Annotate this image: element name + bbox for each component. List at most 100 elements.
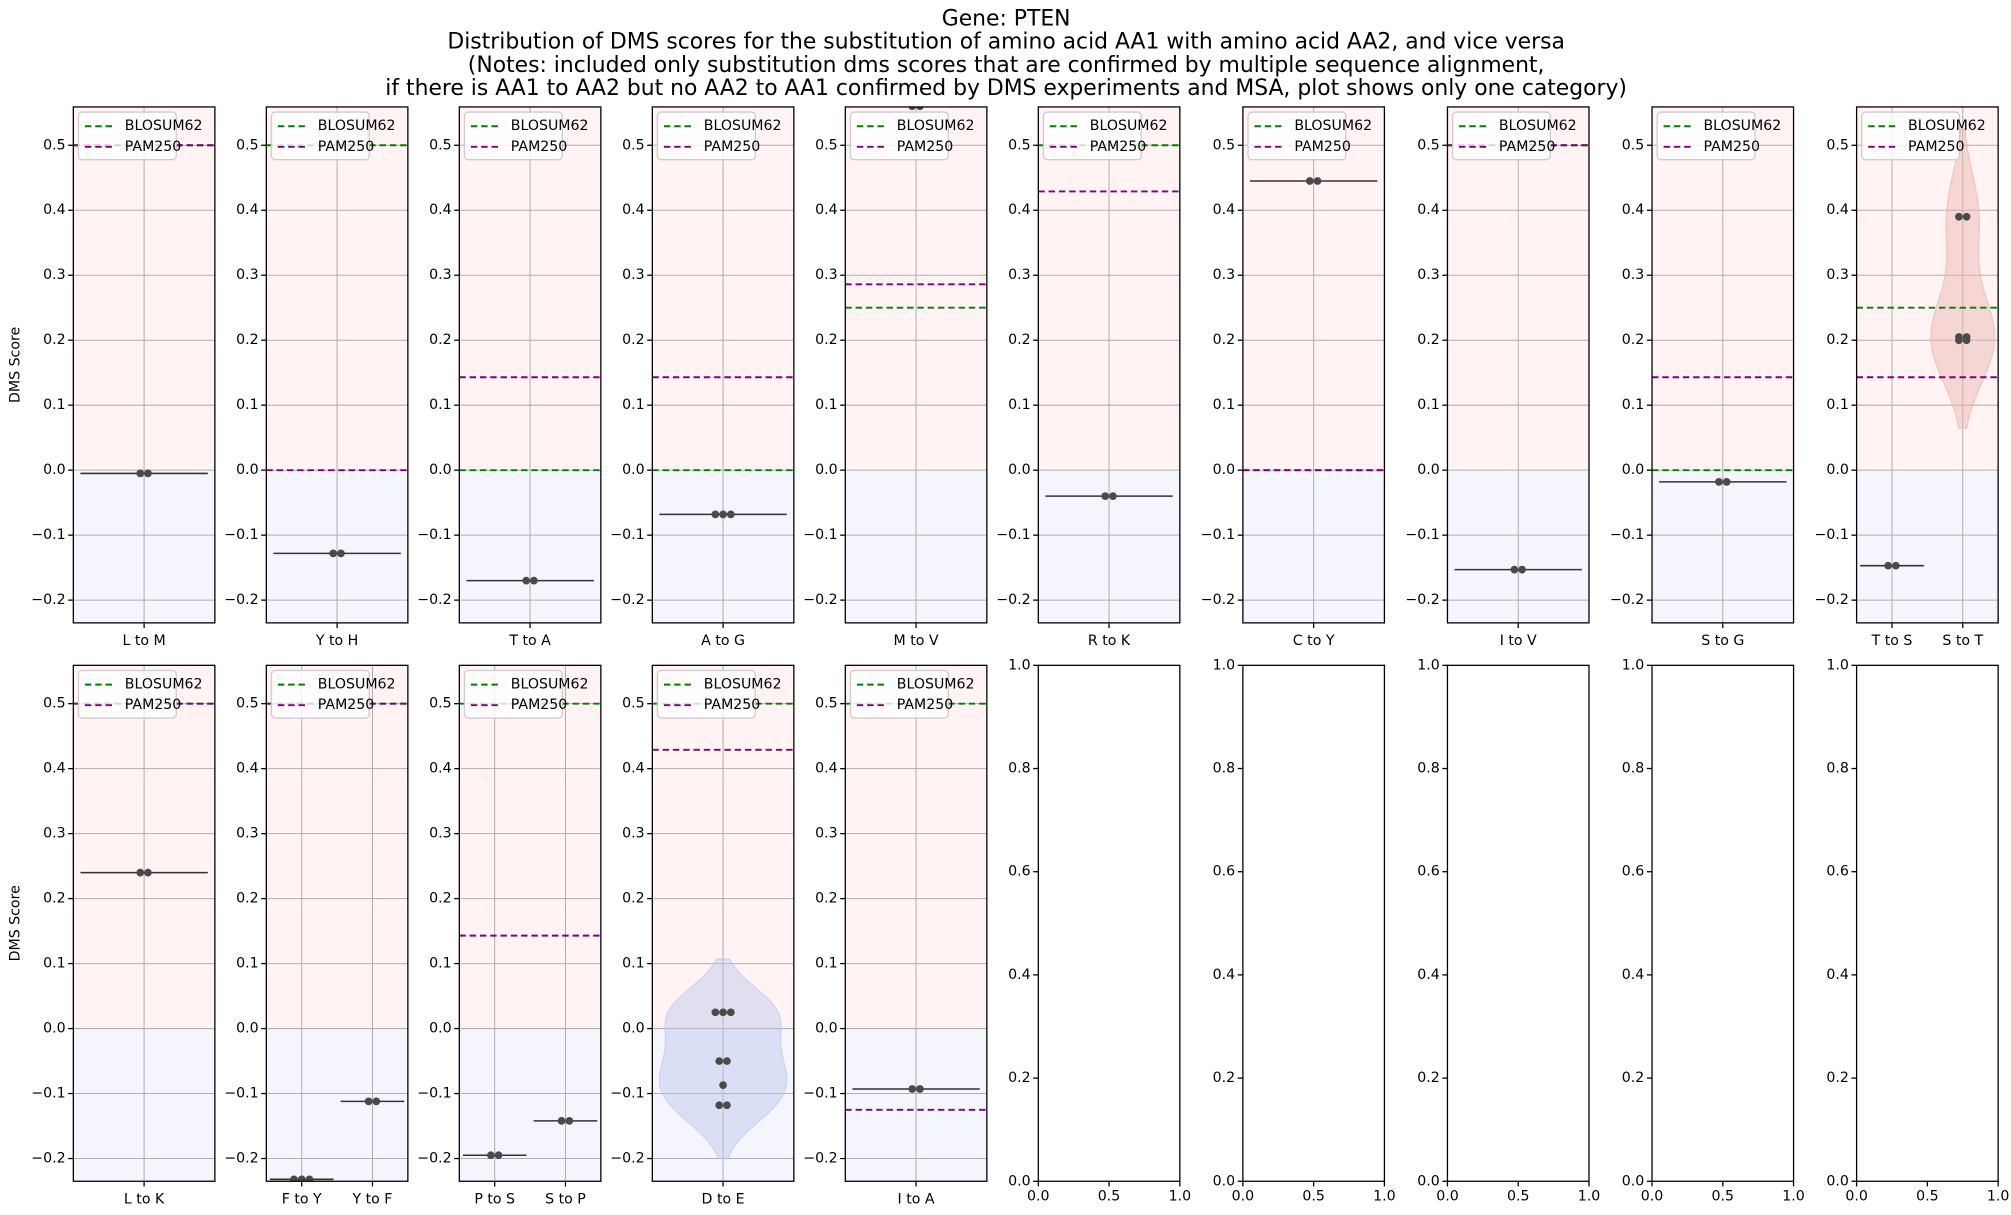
- y-tick-label: 0.1: [622, 956, 645, 972]
- y-tick-label: 0.3: [815, 826, 837, 842]
- y-tick-label: 1.0: [1008, 657, 1031, 673]
- data-point: [908, 1085, 917, 1093]
- y-tick-label: 0.6: [1826, 864, 1848, 880]
- y-tick-label: 0.2: [1417, 332, 1440, 348]
- data-point: [719, 510, 727, 519]
- legend: BLOSUM62 PAM250: [1042, 111, 1168, 161]
- y-tick-label: 0.2: [815, 332, 837, 348]
- y-tick-label: 0.5: [815, 137, 837, 153]
- axes-frame: [844, 106, 988, 624]
- legend: BLOSUM62 PAM250: [1247, 111, 1372, 161]
- legend: BLOSUM62 PAM250: [849, 111, 975, 161]
- plot-area: [1038, 106, 1180, 623]
- data-point: [565, 1116, 574, 1125]
- data-point: [1101, 492, 1110, 501]
- y-tick-label: 0.0: [1622, 1173, 1645, 1189]
- data-point: [1109, 492, 1117, 501]
- y-tick-label: 0.0: [1213, 1173, 1236, 1189]
- y-tick-label: 0.2: [1826, 1070, 1848, 1086]
- data-point: [726, 510, 735, 519]
- panel: −0.2 −0.1 0.0 0.1 0.2 0.3 0.4 0.5 D to E BLOSUM62…: [610, 664, 795, 1207]
- panel: −0.2 −0.1 0.0 0.1 0.2 0.3 0.4 0.5 A to G BLOSUM62…: [610, 106, 795, 649]
- legend: BLOSUM62 PAM250: [656, 669, 782, 719]
- panel: 0.0 0.5 1.0 0.0 0.2 0.4 0.6 0.8 1.0: [1008, 657, 1191, 1204]
- y-tick-label: −0.1: [1201, 527, 1235, 543]
- legend: BLOSUM62 PAM250: [1861, 111, 1986, 161]
- y-tick-label: 0.4: [1213, 967, 1236, 983]
- y-tick-label: 0.5: [429, 137, 452, 153]
- negative-region: [266, 1028, 408, 1182]
- plot-area: [845, 106, 987, 623]
- y-tick-label: 0.0: [429, 462, 452, 478]
- data-point: [719, 1008, 727, 1017]
- legend-label: BLOSUM62: [1908, 118, 1986, 134]
- x-tick-label: S to T: [1942, 633, 1983, 649]
- violin: [1930, 128, 1996, 429]
- y-tick-label: 0.2: [1008, 332, 1031, 348]
- legend-label: BLOSUM62: [1703, 118, 1781, 134]
- x-tick-label: I to V: [1500, 633, 1537, 649]
- y-tick-label: 0.5: [236, 696, 259, 712]
- data-point: [144, 868, 152, 877]
- y-tick-label: 0.8: [1417, 761, 1440, 777]
- data-point: [364, 1097, 373, 1106]
- y-tick-label: 0.2: [236, 891, 259, 907]
- x-tick-label: T to A: [508, 633, 551, 649]
- data-point: [715, 1057, 724, 1065]
- legend: BLOSUM62 PAM250: [1451, 111, 1577, 161]
- x-tick-label: 0.5: [1098, 1189, 1121, 1205]
- y-tick-label: 0.2: [429, 332, 452, 348]
- y-tick-label: 0.6: [1417, 864, 1440, 880]
- y-tick-label: 0.1: [236, 397, 259, 413]
- y-tick-label: 0.3: [236, 267, 259, 283]
- x-tick-label: T to S: [1871, 633, 1913, 649]
- data-point: [1510, 565, 1519, 574]
- data-point: [297, 1175, 306, 1182]
- axes-frame: [1037, 106, 1181, 624]
- y-tick-label: 0.4: [43, 761, 66, 777]
- legend-label: PAM250: [1908, 139, 1965, 155]
- y-tick-label: 0.1: [429, 956, 452, 972]
- legend-box: [463, 669, 563, 719]
- title-line: if there is AA1 to AA2 but no AA2 to AA1…: [385, 76, 1627, 101]
- data-point: [530, 576, 538, 585]
- y-tick-label: 0.1: [815, 397, 837, 413]
- panel: −0.2 −0.1 0.0 0.1 0.2 0.3 0.4 0.5 F to Y Y to F BL…: [224, 664, 409, 1207]
- x-tick-label: 0.5: [1712, 1189, 1734, 1205]
- x-tick-label: Y to F: [351, 1191, 392, 1207]
- y-tick-label: 0.3: [236, 826, 259, 842]
- y-tick-label: 0.1: [1008, 397, 1031, 413]
- plot-area: [459, 106, 601, 623]
- x-tick-label: 0.0: [1436, 1189, 1459, 1205]
- y-tick-label: −0.1: [417, 1086, 451, 1102]
- plot-area: [652, 106, 794, 623]
- x-tick-label: I to A: [898, 1191, 935, 1207]
- y-tick-label: −0.2: [1201, 592, 1235, 608]
- data-point: [1722, 478, 1731, 486]
- y-tick-label: 0.4: [815, 761, 837, 777]
- data-point: [916, 106, 924, 111]
- y-tick-label: 0.5: [43, 137, 66, 153]
- positive-region: [266, 665, 408, 1029]
- data-point: [711, 510, 720, 519]
- y-tick-label: 1.0: [1417, 657, 1440, 673]
- data-point: [290, 1175, 298, 1182]
- y-tick-label: 0.1: [429, 397, 452, 413]
- legend: BLOSUM62 PAM250: [849, 669, 975, 719]
- legend-box: [270, 669, 370, 719]
- y-tick-label: 0.4: [1826, 202, 1848, 218]
- y-tick-label: 0.4: [1826, 967, 1848, 983]
- legend-box: [1042, 111, 1142, 161]
- panel: −0.2 −0.1 0.0 0.1 0.2 0.3 0.4 0.5 Y to H BLOSUM62…: [224, 106, 409, 649]
- y-tick-label: 0.0: [1417, 1173, 1440, 1189]
- legend-box: [270, 111, 370, 161]
- y-tick-label: 0.3: [429, 267, 452, 283]
- y-tick-label: 0.6: [1213, 864, 1236, 880]
- title-line: (Notes: included only substitution dms s…: [468, 53, 1545, 78]
- legend-box: [77, 669, 177, 719]
- y-tick-label: 0.4: [429, 761, 452, 777]
- y-tick-label: −0.1: [1405, 527, 1439, 543]
- legend-label: BLOSUM62: [1294, 118, 1372, 134]
- y-tick-label: 0.5: [1213, 137, 1236, 153]
- y-tick-label: 0.6: [1008, 864, 1031, 880]
